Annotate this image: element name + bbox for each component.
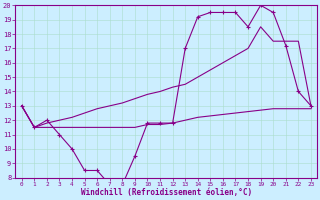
X-axis label: Windchill (Refroidissement éolien,°C): Windchill (Refroidissement éolien,°C) [81, 188, 252, 197]
